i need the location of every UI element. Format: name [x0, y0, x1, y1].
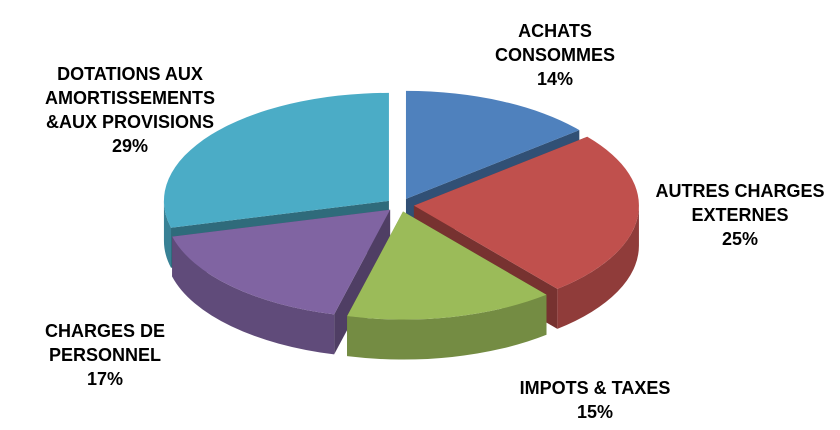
slice-side [172, 236, 335, 355]
data-label: ACHATS CONSOMMES 14% [495, 19, 615, 91]
slice-top [163, 92, 389, 228]
slice-top [405, 90, 580, 199]
data-label: AUTRES CHARGES EXTERNES 25% [655, 179, 824, 251]
category-label: IMPOTS & TAXES [519, 378, 671, 398]
value-label: 15% [576, 402, 614, 422]
category-label: CHARGES DE PERSONNEL [44, 321, 166, 365]
slice-top [347, 211, 547, 320]
data-label: IMPOTS & TAXES 15% [520, 376, 671, 424]
slice [347, 211, 547, 360]
value-label: 25% [721, 229, 759, 249]
value-label: 17% [86, 369, 124, 389]
category-label: DOTATIONS AUX AMORTISSEMENTS &AUX PROVIS… [44, 64, 216, 132]
slice-side [557, 205, 639, 329]
value-label: 14% [536, 69, 574, 89]
category-label: ACHATS CONSOMMES [494, 21, 616, 65]
slice-top [172, 209, 391, 315]
value-label: 29% [111, 136, 149, 156]
slice-top [413, 136, 639, 289]
data-label: CHARGES DE PERSONNEL 17% [45, 319, 165, 391]
category-label: AUTRES CHARGES EXTERNES [655, 181, 825, 225]
data-label: DOTATIONS AUX AMORTISSEMENTS &AUX PROVIS… [45, 62, 215, 158]
slice-side [163, 200, 172, 268]
slice-side [347, 294, 547, 360]
